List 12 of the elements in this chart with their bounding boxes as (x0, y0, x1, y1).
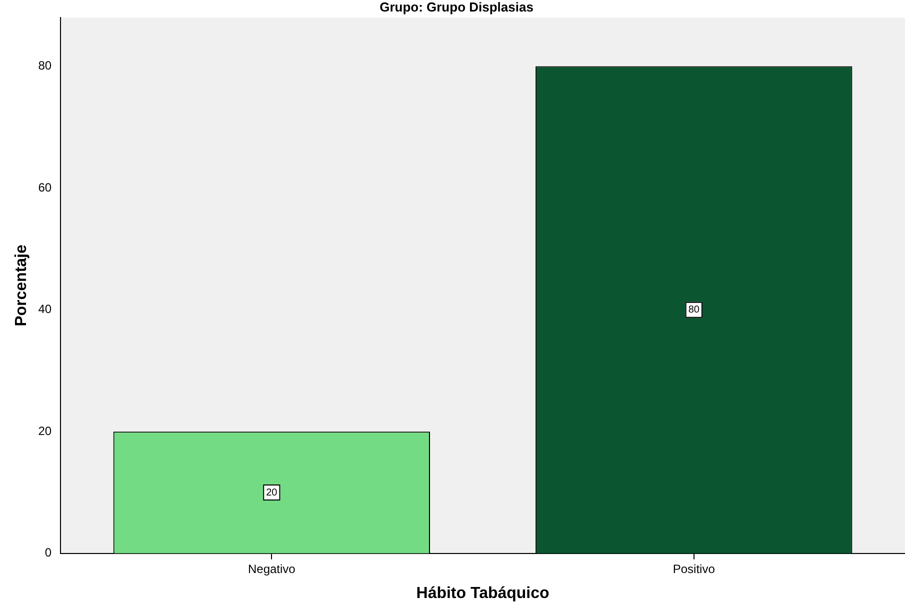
data-label: 80 (688, 304, 700, 316)
y-tick-label: 60 (38, 180, 52, 194)
x-tick-label: Negativo (248, 562, 296, 576)
y-axis-title: Porcentaje (13, 244, 30, 326)
x-axis-title: Hábito Tabáquico (416, 584, 550, 602)
y-tick-label: 40 (38, 302, 52, 316)
y-tick-label: 0 (44, 546, 52, 560)
y-tick-label: 80 (38, 58, 52, 73)
chart-title: Grupo: Grupo Displasias (380, 0, 534, 14)
y-tick-label: 20 (38, 424, 52, 438)
data-label: 20 (266, 487, 278, 498)
x-tick-label: Positivo (672, 562, 716, 576)
